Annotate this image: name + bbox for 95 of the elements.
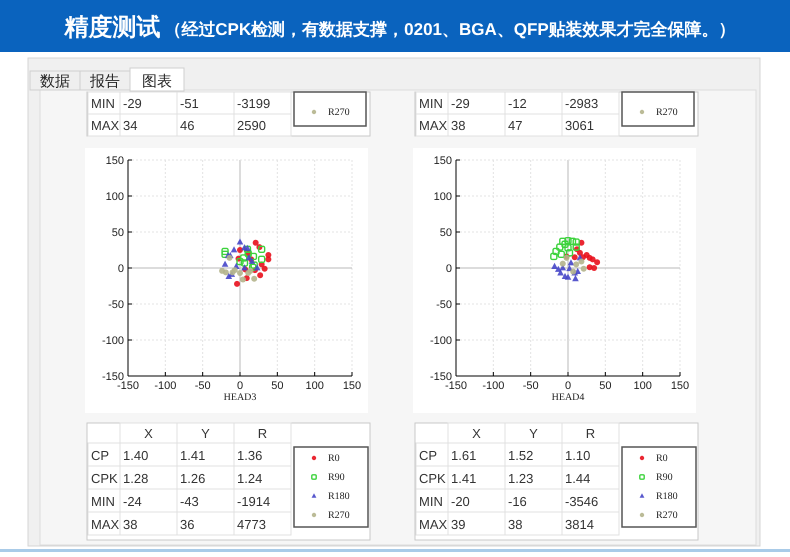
legend-label: R90 bbox=[656, 472, 673, 483]
text: 2590 bbox=[237, 118, 266, 133]
text: -2983 bbox=[565, 96, 598, 111]
text: X bbox=[472, 426, 482, 441]
text: CP bbox=[91, 448, 110, 463]
text: 34 bbox=[123, 118, 138, 133]
text: 3061 bbox=[565, 118, 594, 133]
text: -24 bbox=[123, 494, 142, 509]
text: MAX bbox=[91, 118, 120, 133]
legend-label: R270 bbox=[656, 510, 678, 521]
y-tick-label: -50 bbox=[108, 299, 124, 311]
text: -12 bbox=[508, 96, 527, 111]
text: 1.44 bbox=[565, 471, 590, 486]
x-tick-label: 100 bbox=[633, 380, 652, 392]
text: -3546 bbox=[565, 494, 598, 509]
text: R bbox=[586, 426, 596, 441]
text: 39 bbox=[451, 517, 466, 532]
text: 1.61 bbox=[451, 448, 476, 463]
y-tick-label: 100 bbox=[106, 191, 124, 203]
text: MAX bbox=[419, 517, 448, 532]
y-tick-label: -50 bbox=[436, 299, 452, 311]
text: -3199 bbox=[237, 96, 270, 111]
x-tick-label: 0 bbox=[236, 380, 244, 392]
text: MIN bbox=[91, 96, 115, 111]
text: 1.36 bbox=[237, 448, 262, 463]
legend-label: R0 bbox=[328, 453, 340, 464]
x-tick-label: 150 bbox=[670, 380, 690, 392]
text: 38 bbox=[123, 517, 138, 532]
legend-label: R270 bbox=[328, 510, 350, 521]
y-tick-label: -100 bbox=[102, 335, 124, 347]
text: 47 bbox=[508, 118, 522, 133]
y-tick-label: 150 bbox=[106, 155, 124, 167]
text: 46 bbox=[180, 118, 194, 133]
x-tick-label: 50 bbox=[599, 380, 612, 392]
legend-label: R180 bbox=[656, 491, 678, 502]
y-tick-label: 100 bbox=[434, 191, 452, 203]
x-tick-label: -50 bbox=[522, 380, 539, 392]
text: CPK bbox=[91, 471, 118, 486]
text: R bbox=[258, 426, 268, 441]
text: -29 bbox=[451, 96, 470, 111]
text: 报告 bbox=[89, 73, 120, 90]
text: 1.40 bbox=[123, 448, 148, 463]
text: 38 bbox=[451, 118, 466, 133]
y-tick-label: -100 bbox=[430, 335, 452, 347]
text: （经过CPK检测，有数据支撑，0201、BGA、QFP贴装效果才完全保障。） bbox=[164, 20, 736, 39]
x-tick-label: -50 bbox=[194, 380, 211, 392]
text: 1.41 bbox=[180, 448, 206, 463]
y-tick-label: 50 bbox=[112, 227, 124, 239]
x-axis-title: HEAD3 bbox=[224, 392, 256, 403]
text: -20 bbox=[451, 494, 470, 509]
text: 1.28 bbox=[123, 471, 148, 486]
y-tick-label: 0 bbox=[118, 263, 124, 275]
x-axis-title: HEAD4 bbox=[552, 392, 584, 403]
x-tick-label: -100 bbox=[154, 380, 176, 392]
x-tick-label: 150 bbox=[342, 380, 362, 392]
text: X bbox=[144, 426, 154, 441]
text: -29 bbox=[123, 96, 142, 111]
text: 38 bbox=[508, 517, 522, 532]
text: MAX bbox=[91, 517, 120, 532]
x-tick-label: 0 bbox=[564, 380, 572, 392]
text: MIN bbox=[419, 96, 443, 111]
text: 1.41 bbox=[451, 471, 476, 486]
text: MAX bbox=[419, 118, 448, 133]
text: 1.23 bbox=[508, 471, 534, 486]
text: 图表 bbox=[142, 73, 172, 90]
text: -43 bbox=[180, 494, 199, 509]
text: 1.10 bbox=[565, 448, 590, 463]
text: Y bbox=[529, 426, 538, 441]
y-tick-label: 150 bbox=[434, 155, 452, 167]
text: 36 bbox=[180, 517, 194, 532]
text: -1914 bbox=[237, 494, 270, 509]
x-tick-label: 50 bbox=[271, 380, 284, 392]
text: CPK bbox=[419, 471, 446, 486]
text: -51 bbox=[180, 96, 199, 111]
x-tick-label: 100 bbox=[305, 380, 324, 392]
legend-label: R90 bbox=[328, 472, 345, 483]
y-tick-label: 0 bbox=[446, 263, 452, 275]
text: 1.24 bbox=[237, 471, 262, 486]
chart-title: 精度测试 bbox=[63, 14, 160, 41]
legend-label: R0 bbox=[656, 453, 668, 464]
text: -16 bbox=[508, 494, 527, 509]
text: 4773 bbox=[237, 517, 266, 532]
legend-label: R180 bbox=[328, 491, 350, 502]
text: 1.26 bbox=[180, 471, 206, 486]
text: R270 bbox=[328, 107, 350, 118]
text: MIN bbox=[91, 494, 115, 509]
text: 1.52 bbox=[508, 448, 534, 463]
y-tick-label: 50 bbox=[440, 227, 452, 239]
text: CP bbox=[419, 448, 438, 463]
text: Y bbox=[201, 426, 210, 441]
text: MIN bbox=[419, 494, 443, 509]
x-tick-label: -100 bbox=[482, 380, 504, 392]
text: R270 bbox=[656, 107, 678, 118]
text: 数据 bbox=[40, 73, 70, 90]
text: 3814 bbox=[565, 517, 594, 532]
